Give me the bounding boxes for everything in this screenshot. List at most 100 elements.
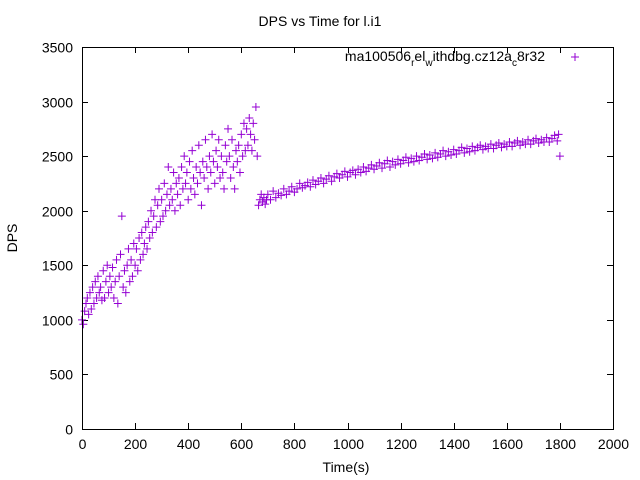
data-point bbox=[87, 304, 96, 313]
data-point bbox=[225, 152, 234, 161]
data-point bbox=[156, 217, 165, 226]
data-point bbox=[104, 288, 113, 297]
legend: ma100506relwithdbg.cz12ac8r32 bbox=[345, 48, 579, 69]
data-point bbox=[212, 146, 221, 155]
y-tick-label: 2500 bbox=[42, 149, 73, 165]
data-point bbox=[263, 190, 272, 199]
data-point bbox=[316, 173, 325, 182]
data-point bbox=[123, 261, 132, 270]
data-point bbox=[158, 212, 167, 221]
data-point bbox=[136, 255, 145, 264]
x-tick-label: 2000 bbox=[598, 436, 629, 452]
data-point bbox=[216, 173, 225, 182]
data-point bbox=[214, 135, 223, 144]
data-point bbox=[153, 201, 162, 210]
data-point bbox=[226, 173, 235, 182]
data-point bbox=[285, 187, 294, 196]
data-point bbox=[494, 139, 503, 148]
y-tick-label: 0 bbox=[65, 422, 73, 438]
data-point bbox=[144, 217, 153, 226]
data-point bbox=[201, 135, 210, 144]
data-point bbox=[103, 261, 112, 270]
data-point bbox=[117, 212, 126, 221]
data-point bbox=[93, 272, 102, 281]
data-point bbox=[197, 201, 206, 210]
data-point bbox=[303, 178, 312, 187]
data-point bbox=[206, 168, 215, 177]
data-point bbox=[217, 152, 226, 161]
data-point bbox=[230, 184, 239, 193]
x-tick-label: 600 bbox=[230, 436, 254, 452]
data-point bbox=[124, 244, 133, 253]
data-point bbox=[185, 157, 194, 166]
data-point bbox=[99, 266, 108, 275]
data-point bbox=[524, 135, 533, 144]
data-point bbox=[119, 283, 128, 292]
data-point bbox=[228, 135, 237, 144]
data-point bbox=[247, 146, 256, 155]
data-point bbox=[404, 158, 413, 167]
data-point bbox=[178, 184, 187, 193]
data-point bbox=[210, 179, 219, 188]
data-point bbox=[359, 163, 368, 172]
data-point bbox=[202, 163, 211, 172]
data-point bbox=[139, 250, 148, 259]
data-point bbox=[129, 239, 138, 248]
x-tick-label: 1000 bbox=[333, 436, 364, 452]
data-point bbox=[412, 152, 421, 161]
x-tick-label: 1400 bbox=[439, 436, 470, 452]
y-tick-label: 500 bbox=[50, 367, 74, 383]
data-point bbox=[133, 266, 142, 275]
data-point bbox=[113, 299, 122, 308]
data-point bbox=[224, 124, 233, 133]
data-point bbox=[91, 277, 100, 286]
data-point bbox=[205, 152, 214, 161]
data-point bbox=[173, 190, 182, 199]
data-point bbox=[428, 154, 437, 163]
data-point bbox=[441, 152, 450, 161]
data-point bbox=[476, 141, 485, 150]
x-tick-label: 0 bbox=[79, 436, 87, 452]
data-point bbox=[176, 201, 185, 210]
data-point bbox=[229, 163, 238, 172]
y-tick-label: 3000 bbox=[42, 95, 73, 111]
data-point bbox=[246, 130, 255, 139]
x-axis-label: Time(s) bbox=[323, 459, 370, 475]
data-point bbox=[169, 168, 178, 177]
data-point bbox=[324, 171, 333, 180]
x-tick-label: 1600 bbox=[492, 436, 523, 452]
x-tick-label: 200 bbox=[124, 436, 148, 452]
data-point bbox=[261, 200, 270, 209]
data-point bbox=[401, 153, 410, 162]
data-point bbox=[269, 187, 278, 196]
data-point bbox=[193, 179, 202, 188]
data-point bbox=[221, 141, 230, 150]
data-point bbox=[166, 184, 175, 193]
x-tick-label: 1800 bbox=[545, 436, 576, 452]
data-point bbox=[447, 151, 456, 160]
y-tick-label: 1500 bbox=[42, 258, 73, 274]
data-point bbox=[308, 176, 317, 185]
data-point bbox=[249, 119, 258, 128]
data-point bbox=[92, 294, 101, 303]
data-point bbox=[271, 193, 280, 202]
data-point bbox=[84, 310, 93, 319]
data-point bbox=[208, 130, 217, 139]
x-tick-label: 800 bbox=[283, 436, 307, 452]
data-point bbox=[164, 163, 173, 172]
x-tick-label: 400 bbox=[177, 436, 201, 452]
data-point bbox=[553, 136, 562, 145]
data-point bbox=[253, 152, 262, 161]
data-point bbox=[233, 157, 242, 166]
x-tick-label: 1200 bbox=[386, 436, 417, 452]
y-tick-label: 3500 bbox=[42, 40, 73, 56]
data-point bbox=[319, 179, 328, 188]
data-point bbox=[209, 157, 218, 166]
data-point bbox=[245, 113, 254, 122]
data-point bbox=[162, 190, 171, 199]
data-point bbox=[194, 141, 203, 150]
data-point bbox=[367, 160, 376, 169]
data-point bbox=[116, 250, 125, 259]
data-point bbox=[393, 155, 402, 164]
data-point bbox=[222, 157, 231, 166]
